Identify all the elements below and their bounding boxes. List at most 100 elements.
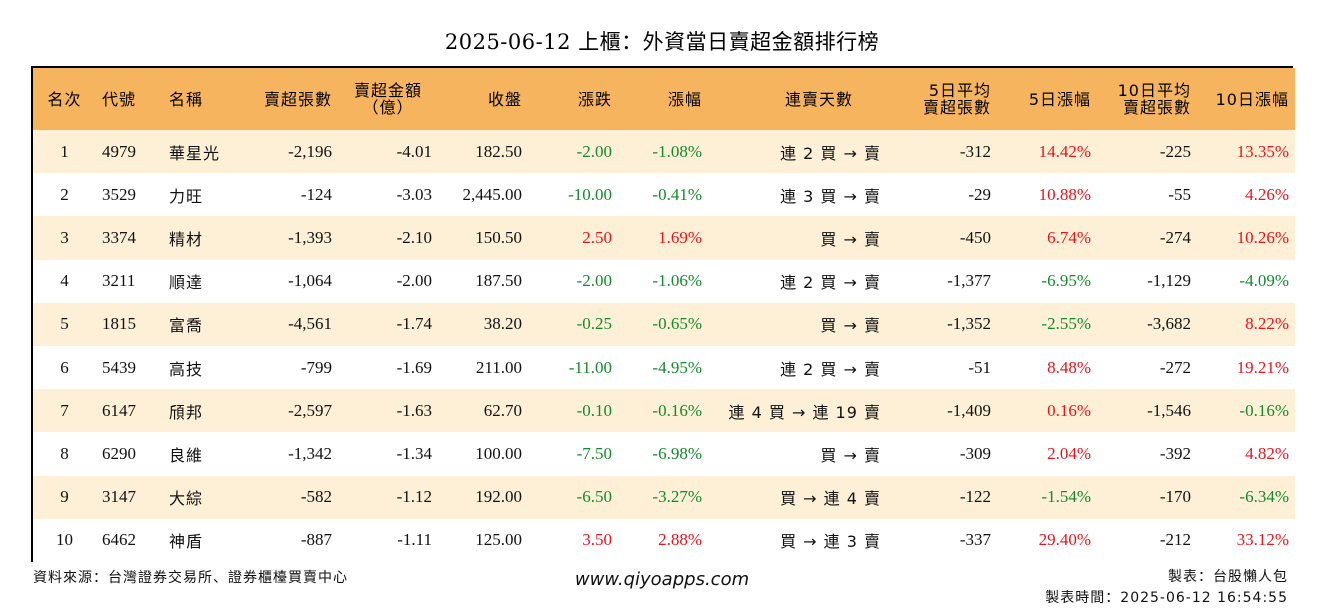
cell-streak: 連 4 買 → 連 19 賣: [728, 402, 881, 422]
cell-rank: 4: [60, 271, 69, 291]
cell-avg10: -55: [1168, 184, 1191, 204]
cell-streak: 買 → 賣: [820, 229, 881, 249]
header-avg5-line1: 5日平均: [928, 81, 991, 100]
cell-chg5: 6.74%: [1047, 227, 1091, 247]
table-row: 10 6462 神盾 -887 -1.11 125.00 3.50 2.88% 買 → 連 3 …: [33, 518, 1295, 562]
cell-name: 神盾: [169, 532, 204, 552]
cell-chg5: 2.04%: [1047, 443, 1091, 463]
cell-code: 6462: [102, 530, 136, 550]
cell-sell-amount: -2.10: [396, 227, 432, 247]
cell-close: 62.70: [483, 400, 522, 420]
cell-name: 頎邦: [169, 402, 204, 422]
ranking-table-container: 名次 代號 名稱 賣超張數 賣超金額 （億） 收盤 漲跌 漲幅 連賣天數 5日平均…: [31, 66, 1295, 562]
table-body: 1 4979 華星光 -2,196 -4.01 182.50 -2.00 -1.08% 連 2 …: [33, 130, 1295, 562]
cell-avg10: -3,682: [1147, 314, 1191, 334]
cell-sell-amount: -3.03: [396, 184, 432, 204]
cell-close: 182.50: [475, 141, 522, 161]
cell-chg10: 8.22%: [1245, 314, 1289, 334]
cell-change-pct: -3.27%: [652, 487, 702, 507]
table-row: 9 3147 大綜 -582 -1.12 192.00 -6.50 -3.27% 買 → 連 4…: [33, 475, 1295, 519]
header-sell-amount-line1: 賣超金額: [353, 81, 422, 100]
header-avg10: 10日平均 賣超張數: [1097, 68, 1197, 130]
cell-code: 5439: [102, 357, 136, 377]
cell-sell-shares: -1,064: [288, 271, 332, 291]
header-code: 代號: [102, 89, 137, 109]
cell-avg5: -1,409: [947, 400, 991, 420]
table-row: 2 3529 力旺 -124 -3.03 2,445.00 -10.00 -0.41% 連 3 …: [33, 173, 1295, 217]
cell-sell-amount: -1.11: [397, 530, 432, 550]
header-rank: 名次: [47, 89, 82, 109]
cell-close: 150.50: [475, 227, 522, 247]
cell-chg5: -2.55%: [1041, 314, 1091, 334]
table-row: 8 6290 良維 -1,342 -1.34 100.00 -7.50 -6.98% 買 → 賣…: [33, 432, 1295, 476]
cell-chg5: 14.42%: [1038, 141, 1091, 161]
cell-close: 211.00: [475, 357, 522, 377]
cell-name: 力旺: [169, 186, 204, 206]
header-streak-label: 連賣天數: [784, 89, 853, 109]
cell-change: 2.50: [582, 227, 612, 247]
header-chg10: 10日漲幅: [1215, 89, 1289, 109]
cell-streak: 連 2 買 → 賣: [780, 143, 881, 163]
cell-chg10: 4.82%: [1245, 443, 1289, 463]
cell-streak: 連 2 買 → 賣: [780, 359, 881, 379]
cell-rank: 5: [60, 314, 69, 334]
cell-change: 3.50: [582, 530, 612, 550]
cell-rank: 6: [60, 357, 69, 377]
header-change-pct: 漲幅: [667, 89, 702, 109]
cell-name: 順達: [169, 273, 204, 293]
cell-chg10: -6.34%: [1239, 487, 1289, 507]
website-link[interactable]: www.qiyoapps.com: [574, 569, 750, 590]
header-name: 名稱: [169, 89, 204, 109]
cell-change: -2.00: [576, 141, 612, 161]
cell-change-pct: 2.88%: [658, 530, 702, 550]
footer-credits: 製表：台股懶人包 製表時間：2025-06-12 16:54:55: [1045, 567, 1288, 609]
table-row: 7 6147 頎邦 -2,597 -1.63 62.70 -0.10 -0.16% 連 4 買 …: [33, 389, 1295, 433]
header-sell-amount: 賣超金額 （億）: [338, 68, 438, 130]
cell-streak: 連 3 買 → 賣: [780, 186, 881, 206]
cell-chg5: 8.48%: [1047, 357, 1091, 377]
cell-streak: 買 → 賣: [820, 445, 881, 465]
cell-sell-shares: -124: [300, 184, 332, 204]
cell-code: 6290: [102, 443, 136, 463]
cell-avg10: -1,546: [1147, 400, 1191, 420]
cell-chg10: 4.26%: [1245, 184, 1289, 204]
cell-change-pct: -6.98%: [652, 443, 702, 463]
header-sell-amount-line2: （億）: [362, 98, 414, 117]
cell-sell-amount: -1.12: [396, 487, 432, 507]
cell-change: -11.00: [568, 357, 612, 377]
cell-code: 3147: [102, 487, 136, 507]
cell-avg5: -29: [968, 184, 991, 204]
cell-avg10: -1,129: [1147, 271, 1191, 291]
cell-code: 3529: [102, 184, 136, 204]
cell-rank: 9: [60, 487, 69, 507]
cell-chg5: -6.95%: [1041, 271, 1091, 291]
header-avg10-line2: 賣超張數: [1122, 98, 1191, 117]
cell-change-pct: -1.06%: [652, 271, 702, 291]
table-row: 6 5439 高技 -799 -1.69 211.00 -11.00 -4.95% 連 2 買 …: [33, 345, 1295, 390]
cell-close: 125.00: [475, 530, 522, 550]
cell-sell-shares: -2,196: [288, 141, 332, 161]
cell-sell-shares: -2,597: [288, 400, 332, 420]
cell-close: 100.00: [475, 443, 522, 463]
cell-code: 1815: [102, 314, 136, 334]
cell-streak: 買 → 賣: [820, 316, 881, 336]
table-row: 5 1815 富喬 -4,561 -1.74 38.20 -0.25 -0.65% 買 → 賣 -…: [33, 302, 1295, 346]
cell-chg5: -1.54%: [1041, 487, 1091, 507]
cell-avg5: -1,352: [947, 314, 991, 334]
cell-chg5: 29.40%: [1038, 530, 1091, 550]
cell-sell-amount: -1.34: [396, 443, 432, 463]
cell-change: -7.50: [576, 443, 612, 463]
cell-streak: 買 → 連 4 賣: [780, 489, 881, 509]
cell-change-pct: -0.16%: [652, 400, 702, 420]
cell-avg10: -272: [1159, 357, 1191, 377]
cell-avg10: -212: [1159, 530, 1191, 550]
cell-change: -0.25: [576, 314, 612, 334]
cell-sell-amount: -1.63: [396, 400, 432, 420]
cell-change-pct: 1.69%: [658, 227, 702, 247]
cell-chg10: 13.35%: [1236, 141, 1289, 161]
header-sell-shares: 賣超張數: [263, 89, 332, 109]
cell-name: 大綜: [169, 489, 204, 509]
cell-change-pct: -0.41%: [652, 184, 702, 204]
cell-change-pct: -4.95%: [652, 357, 702, 377]
cell-close: 187.50: [475, 271, 522, 291]
